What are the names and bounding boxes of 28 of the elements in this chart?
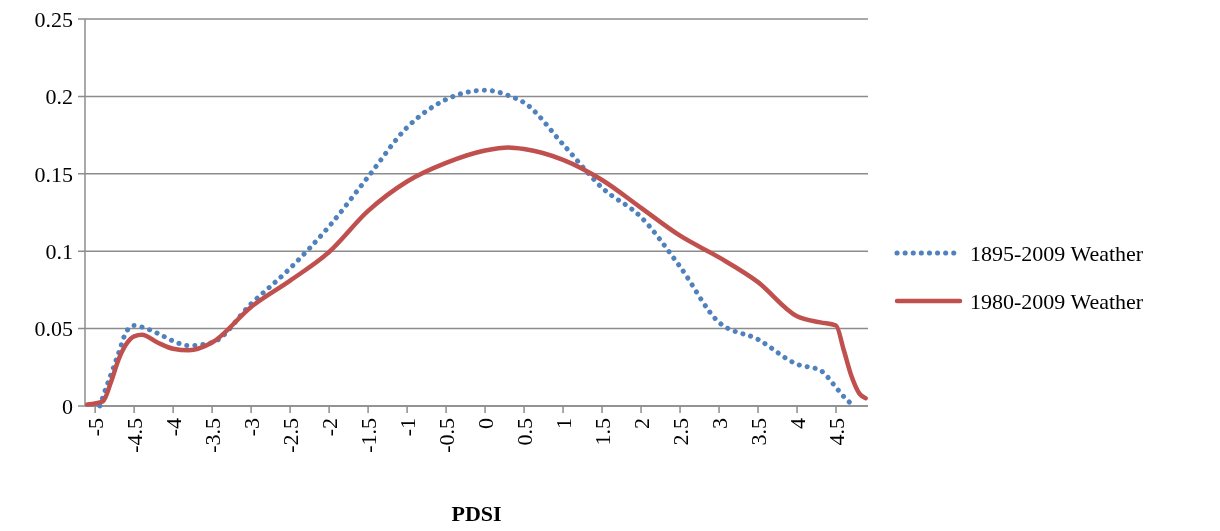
x-tick-label: -2.5	[277, 418, 303, 453]
x-tick-label: -0.5	[433, 418, 459, 453]
y-tick-label: 0.2	[45, 84, 73, 110]
legend-label: 1980-2009 Weather	[970, 288, 1144, 314]
x-tick-label: 0.5	[511, 418, 537, 446]
y-tick-label: 0.25	[34, 6, 73, 32]
x-tick-label: -5	[82, 418, 108, 437]
x-tick-label: -3.5	[199, 418, 225, 453]
x-tick-label: 2	[628, 418, 654, 429]
x-tick-label: -3	[238, 418, 264, 437]
x-tick-label: -2	[316, 418, 342, 437]
x-tick-label: 4	[784, 418, 810, 429]
x-tick-label: -1	[394, 418, 420, 437]
x-tick-label: -4	[160, 418, 186, 437]
y-tick-label: 0.05	[34, 316, 73, 342]
x-tick-label: 2.5	[667, 418, 693, 446]
x-tick-label: 3	[706, 418, 732, 429]
x-tick-label: 1	[550, 418, 576, 429]
x-axis-title: PDSI	[451, 501, 502, 526]
x-tick-label: -1.5	[355, 418, 381, 453]
x-tick-label: 4.5	[823, 418, 849, 446]
legend-label: 1895-2009 Weather	[970, 240, 1144, 266]
y-tick-label: 0.15	[34, 161, 73, 187]
x-tick-label: -4.5	[121, 418, 147, 453]
x-tick-label: 1.5	[589, 418, 615, 446]
y-tick-label: 0.1	[45, 238, 73, 264]
x-tick-label: 3.5	[745, 418, 771, 446]
x-tick-label: 0	[472, 418, 498, 429]
